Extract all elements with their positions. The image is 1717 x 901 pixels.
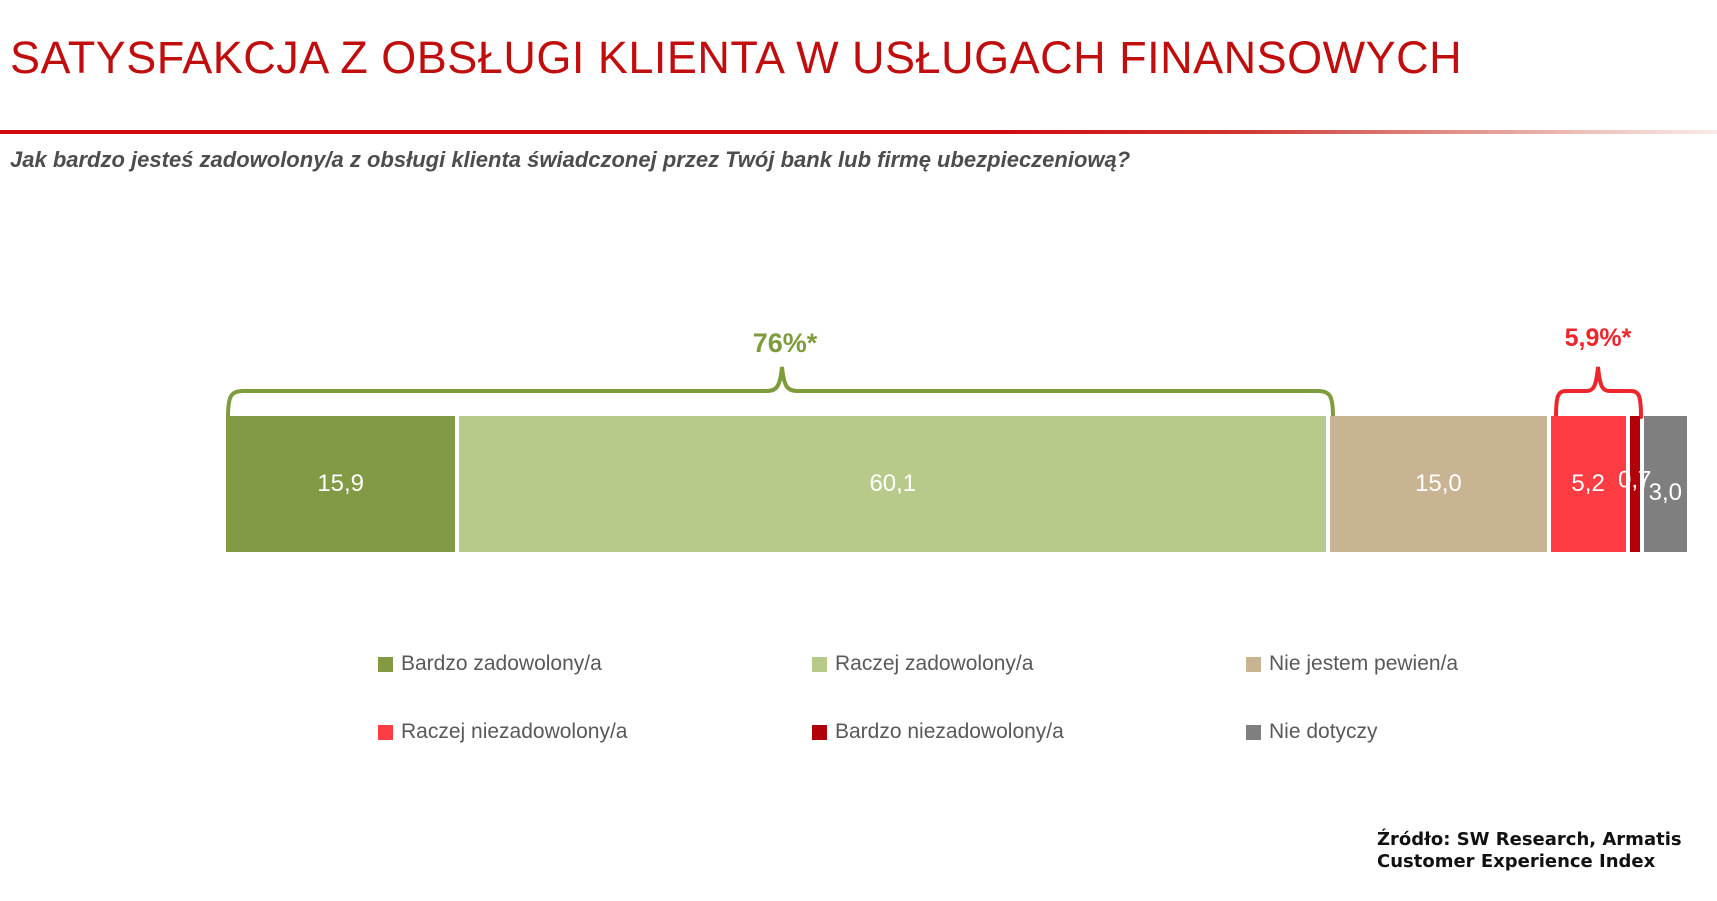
segment-value-label: 15,9	[317, 470, 365, 497]
legend-label: Nie jestem pewien/a	[1269, 652, 1459, 675]
legend-item-nie-jestem-pewien: Nie jestem pewien/a	[1246, 652, 1680, 676]
legend-item-raczej-niezadowolony: Raczej niezadowolony/a	[378, 720, 812, 744]
segment-nie-jestem-pewien: 15,0	[1330, 416, 1547, 552]
segment-raczej-niezadowolony: 5,2	[1550, 416, 1626, 552]
legend: Bardzo zadowolony/a Raczej zadowolony/a …	[378, 652, 1698, 744]
satisfied-total-label: 76%*	[752, 328, 818, 358]
legend-swatch	[1246, 724, 1261, 740]
legend-swatch	[378, 656, 393, 672]
page-title: SATYSFAKCJA Z OBSŁUGI KLIENTA W USŁUGACH…	[10, 32, 1463, 84]
legend-label: Raczej zadowolony/a	[835, 652, 1034, 675]
title-divider-rule	[0, 130, 1717, 134]
legend-label: Raczej niezadowolony/a	[401, 720, 628, 743]
segment-value-label: 3,0	[1648, 479, 1683, 506]
dissatisfied-total-label: 5,9%*	[1564, 324, 1632, 352]
segment-value-label: 0,7	[1617, 466, 1652, 494]
source-line-2: Customer Experience Index	[1377, 851, 1656, 872]
legend-swatch	[1246, 656, 1261, 672]
source-line-1: Źródło: SW Research, Armatis	[1377, 829, 1682, 850]
stacked-bar: 15,9 60,1 15,0 5,2 0,7 3,0	[226, 416, 1687, 552]
legend-item-bardzo-zadowolony: Bardzo zadowolony/a	[378, 652, 812, 676]
segment-bardzo-niezadowolony: 0,7	[1618, 416, 1651, 552]
legend-label: Bardzo niezadowolony/a	[835, 720, 1064, 743]
legend-label: Bardzo zadowolony/a	[401, 652, 602, 675]
survey-question: Jak bardzo jesteś zadowolony/a z obsługi…	[10, 147, 1131, 172]
legend-label: Nie dotyczy	[1269, 720, 1378, 743]
legend-swatch	[812, 724, 827, 740]
dissatisfied-bracket	[1554, 366, 1643, 419]
satisfied-bracket	[226, 366, 1335, 419]
segment-raczej-zadowolony: 60,1	[459, 416, 1327, 552]
legend-item-raczej-zadowolony: Raczej zadowolony/a	[812, 652, 1246, 676]
segment-value-label: 5,2	[1571, 470, 1605, 497]
segment-value-label: 60,1	[869, 470, 917, 497]
legend-item-bardzo-niezadowolony: Bardzo niezadowolony/a	[812, 720, 1246, 744]
segment-value-label: 15,0	[1415, 470, 1462, 497]
legend-swatch	[378, 724, 393, 740]
segment-nie-dotyczy: 3,0	[1643, 416, 1687, 552]
segment-bardzo-zadowolony: 15,9	[226, 416, 456, 552]
legend-item-nie-dotyczy: Nie dotyczy	[1246, 720, 1680, 744]
source-note: Źródło: SW Research, Armatis Customer Ex…	[1377, 829, 1682, 873]
legend-swatch	[812, 656, 827, 672]
